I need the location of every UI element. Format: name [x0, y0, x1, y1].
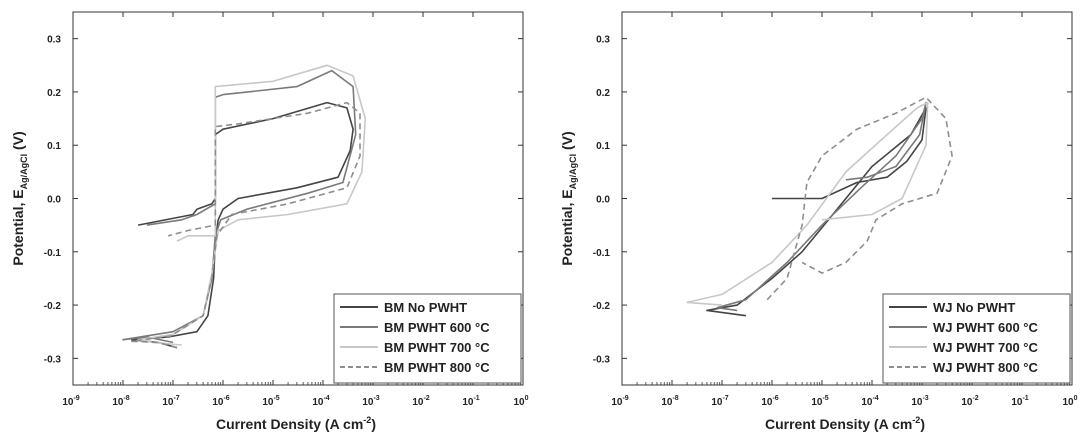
wj-y-tick-label: -0.3 — [593, 354, 611, 365]
wj-x-tick-label: 10-4 — [861, 395, 878, 408]
wj-x-tick-label: 10-9 — [611, 395, 628, 408]
bm-legend-label: BM PWHT 700 °C — [384, 340, 490, 355]
wj-x-tick-label: 10-8 — [661, 395, 678, 408]
wj-x-axis-label: Current Density (A cm-2) — [765, 415, 925, 432]
wj-series-line-3 — [686, 101, 929, 306]
wj-y-tick-label: -0.2 — [593, 301, 611, 312]
bm-y-tick-label: 0.3 — [47, 35, 61, 46]
wj-legend-label: WJ PWHT 800 °C — [933, 360, 1038, 375]
wj-x-tick-label: 10-2 — [961, 395, 978, 408]
wj-y-tick-label: -0.1 — [593, 248, 611, 259]
bm-legend — [333, 293, 522, 384]
wj-x-tick-label: 10-6 — [761, 395, 778, 408]
wj-legend-label: WJ PWHT 700 °C — [933, 340, 1038, 355]
bm-y-tick-label: -0.3 — [44, 354, 62, 365]
bm-series-line-3 — [137, 64, 367, 346]
bm-x-tick-label: 10-3 — [362, 395, 379, 408]
wj-x-tick-label: 100 — [1062, 395, 1077, 408]
bm-series-line-2 — [122, 69, 357, 344]
wj-y-tick-label: 0.3 — [596, 35, 610, 46]
bm-x-tick-label: 10-2 — [412, 395, 429, 408]
wj-x-tick-label: 10-3 — [911, 395, 928, 408]
wj-y-tick-label: 0.2 — [596, 88, 610, 99]
wj-legend-label: WJ PWHT 600 °C — [933, 320, 1038, 335]
bm-y-tick-label: 0.1 — [47, 141, 61, 152]
bm-y-tick-label: 0.0 — [47, 195, 61, 206]
wj-x-tick-label: 10-7 — [711, 395, 728, 408]
bm-legend-label: BM No PWHT — [384, 300, 467, 315]
bm-series-line-1 — [131, 101, 354, 349]
wj-series-line-4 — [766, 96, 953, 301]
bm-x-tick-label: 10-5 — [262, 395, 279, 408]
wj-y-tick-label: 0.1 — [596, 141, 610, 152]
wj-legend-label: WJ No PWHT — [933, 300, 1015, 315]
bm-y-axis-label: Potential, EAg/AgCl (V) — [10, 131, 29, 265]
bm-x-tick-label: 10-6 — [212, 395, 229, 408]
bm-x-tick-label: 10-9 — [62, 395, 79, 408]
wj-y-axis-label: Potential, EAg/AgCl (V) — [559, 131, 578, 265]
bm-x-tick-label: 100 — [513, 395, 528, 408]
bm-legend-label: BM PWHT 800 °C — [384, 360, 490, 375]
chart-panel-bm: 10-9 10-8 10-7 10-6 10-5 10-4 10-3 10-2 10-1 100 -… — [10, 11, 529, 432]
chart-panel-wj: 10-9 10-8 10-7 10-6 10-5 10-4 10-3 10-2 10-1 100 -… — [559, 11, 1078, 432]
bm-x-axis-label: Current Density (A cm-2) — [216, 415, 376, 432]
bm-x-tick-label: 10-1 — [462, 395, 479, 408]
wj-y-tick-label: 0.0 — [596, 195, 610, 206]
wj-x-tick-label: 10-1 — [1011, 395, 1028, 408]
bm-x-tick-label: 10-4 — [312, 395, 329, 408]
bm-y-tick-label: -0.2 — [44, 301, 62, 312]
bm-y-tick-label: 0.2 — [47, 88, 61, 99]
bm-legend-label: BM PWHT 600 °C — [384, 320, 490, 335]
bm-series-line-4 — [131, 101, 361, 349]
wj-series-line-2 — [716, 101, 927, 312]
wj-legend — [882, 293, 1071, 384]
bm-x-tick-label: 10-7 — [162, 395, 179, 408]
bm-y-tick-label: -0.1 — [44, 248, 62, 259]
bm-x-tick-label: 10-8 — [112, 395, 129, 408]
wj-x-tick-label: 10-5 — [811, 395, 828, 408]
